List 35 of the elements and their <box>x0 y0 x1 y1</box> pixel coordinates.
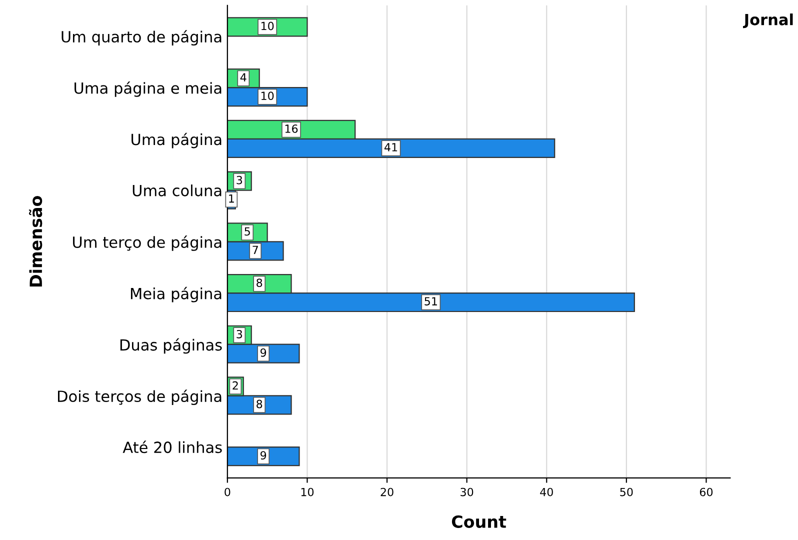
data-label: 2 <box>232 381 238 390</box>
x-tick-label: 20 <box>380 488 394 496</box>
y-tick-label: Dois terços de página <box>58 390 222 406</box>
data-label: 10 <box>261 92 274 100</box>
x-tick-label: 0 <box>224 488 230 496</box>
data-label: 9 <box>260 348 266 357</box>
legend-title: Jornal <box>743 14 793 28</box>
data-label: 41 <box>384 143 398 152</box>
data-label: 5 <box>244 227 250 236</box>
x-tick-label: 30 <box>460 488 474 496</box>
x-tick-label: 60 <box>700 488 713 496</box>
data-label: 10 <box>261 22 274 30</box>
x-tick-label: 10 <box>301 488 314 496</box>
data-label: 8 <box>256 400 262 408</box>
y-tick-label: Uma página <box>132 132 222 148</box>
data-label: 8 <box>256 278 262 287</box>
x-axis-title: Count <box>452 515 506 528</box>
data-label: 4 <box>240 73 246 82</box>
x-tick-label: 40 <box>540 488 553 496</box>
y-tick-label: Meia página <box>130 286 222 302</box>
y-tick-label: Um quarto de página <box>62 30 222 46</box>
y-tick-label: Uma coluna <box>132 184 222 196</box>
data-label: 1 <box>229 194 234 203</box>
x-tick-label: 50 <box>620 488 633 496</box>
y-tick-label: Até 20 linhas <box>122 440 222 454</box>
data-label: 3 <box>236 330 242 338</box>
data-label: 16 <box>285 124 298 133</box>
y-tick-label: Duas páginas <box>120 338 222 354</box>
data-label: 51 <box>424 297 437 306</box>
y-tick-label: Uma página e meia <box>74 81 222 97</box>
y-axis-title: Dimensão <box>28 196 42 286</box>
data-label: 9 <box>260 451 266 460</box>
data-label: 3 <box>236 176 242 184</box>
y-tick-label: Um terço de página <box>73 236 222 251</box>
data-label: 7 <box>252 246 258 254</box>
